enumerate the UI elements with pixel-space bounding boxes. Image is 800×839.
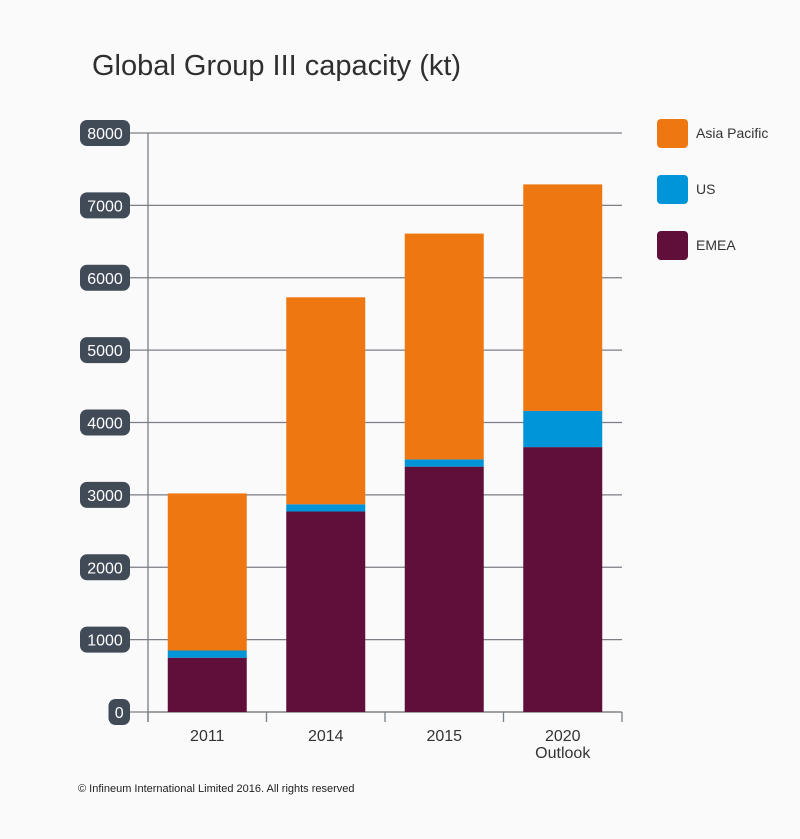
y-tick-label-bg [108, 699, 130, 725]
bar-emea [404, 466, 484, 712]
y-tick-label: 8000 [87, 126, 123, 143]
x-tick-label: Outlook [535, 745, 591, 762]
y-tick-label-bg [80, 264, 130, 291]
bar-us [167, 650, 247, 658]
y-tick-label: 5000 [87, 343, 123, 360]
y-tick-label-bg [80, 337, 130, 364]
copyright-notice: © Infineum International Limited 2016. A… [78, 783, 355, 795]
bar-asia-pacific [286, 297, 366, 505]
x-tick-label: 2015 [426, 728, 462, 745]
y-tick-label: 2000 [87, 560, 123, 577]
bar-asia-pacific [523, 184, 603, 411]
y-tick-label: 1000 [87, 633, 123, 650]
bar-asia-pacific [167, 493, 247, 651]
bar-us [523, 410, 603, 448]
bar-emea [523, 447, 603, 712]
y-tick-label-bg [80, 120, 130, 146]
bar-asia-pacific [404, 233, 484, 460]
chart-title: Global Group III capacity (kt) [92, 50, 462, 82]
bar-us [286, 504, 366, 512]
y-tick-label-bg [80, 554, 130, 581]
x-tick-label: 2011 [190, 728, 225, 745]
legend-swatch [657, 119, 688, 148]
y-tick-label: 0 [115, 705, 124, 722]
bar-emea [167, 657, 247, 712]
legend-swatch [657, 175, 688, 204]
y-tick-label-bg [80, 626, 130, 653]
y-tick-label-bg [80, 192, 130, 219]
y-tick-label: 6000 [87, 271, 123, 288]
y-tick-label: 4000 [87, 416, 123, 433]
y-tick-label: 3000 [87, 488, 123, 505]
legend-swatch [657, 231, 688, 260]
bar-emea [286, 511, 366, 712]
legend-label: EMEA [696, 237, 736, 253]
y-tick-label: 7000 [87, 198, 123, 215]
legend-label: US [696, 181, 715, 197]
bar-us [404, 459, 484, 467]
x-tick-label: 2020 [545, 728, 581, 745]
x-tick-label: 2014 [308, 728, 344, 745]
y-tick-label-bg [80, 481, 130, 508]
y-tick-label-bg [80, 409, 130, 436]
legend-label: Asia Pacific [696, 125, 768, 141]
